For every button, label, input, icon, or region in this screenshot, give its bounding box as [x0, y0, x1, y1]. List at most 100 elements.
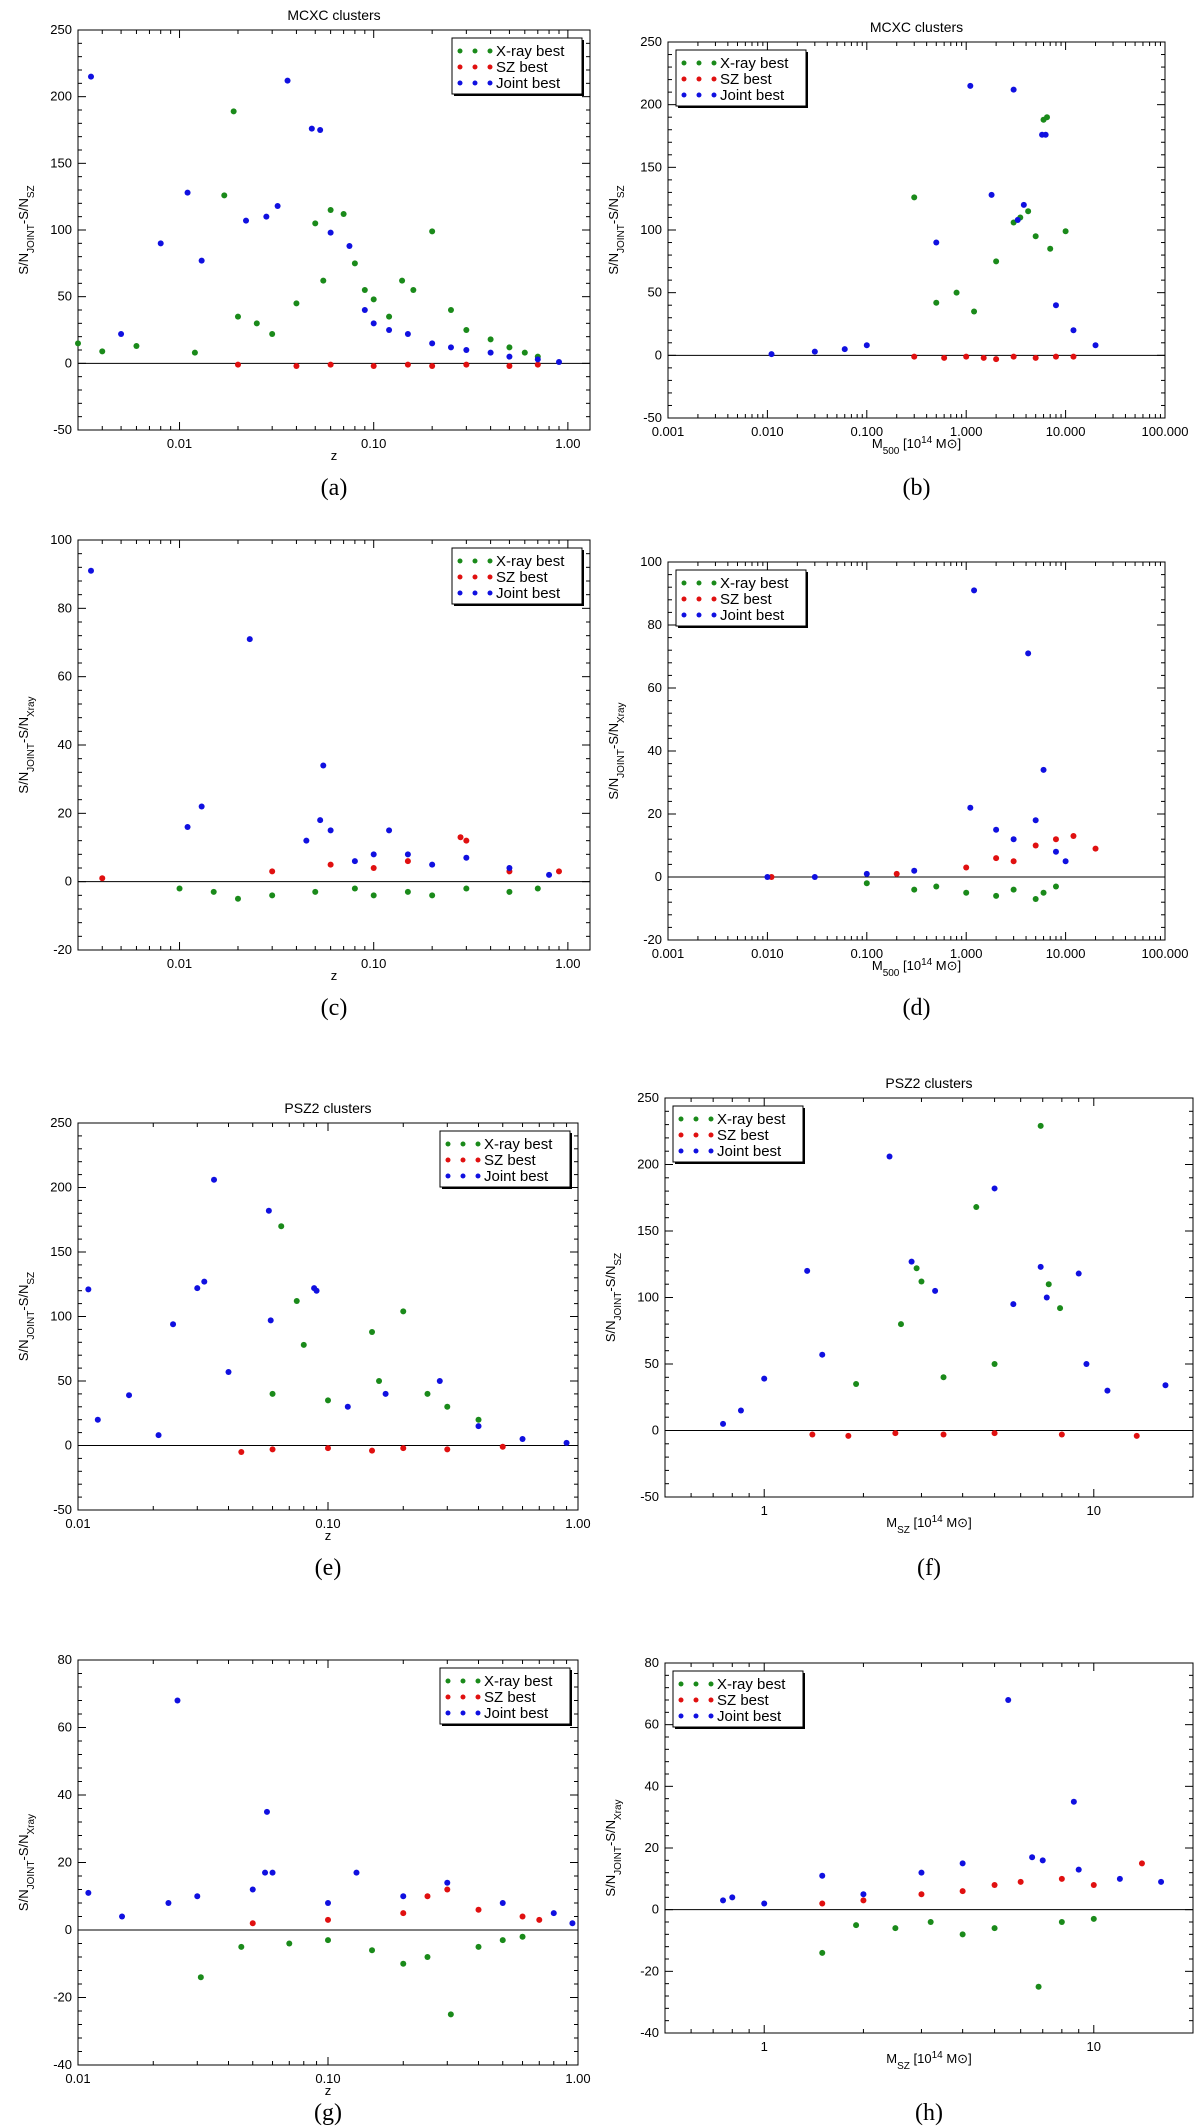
- data-point: [424, 1954, 431, 1960]
- data-point: [993, 826, 1000, 833]
- y-tick-label: 100: [50, 222, 72, 237]
- data-point: [325, 1937, 331, 1944]
- legend-label: SZ best: [484, 1152, 537, 1169]
- data-point: [361, 307, 368, 313]
- legend-marker: [708, 1148, 714, 1154]
- y-tick-label: 60: [645, 1717, 659, 1732]
- series-sz-best: [768, 833, 1099, 880]
- data-point: [1043, 1294, 1050, 1301]
- y-tick-label: 100: [50, 1309, 72, 1324]
- data-point: [184, 824, 191, 830]
- data-point: [267, 1317, 274, 1324]
- data-point: [1025, 650, 1032, 657]
- data-point: [911, 867, 918, 874]
- data-point: [429, 340, 436, 347]
- legend-marker: [472, 574, 478, 580]
- data-point: [980, 354, 987, 361]
- data-point: [165, 1900, 172, 1906]
- legend-marker: [693, 1681, 699, 1687]
- y-tick-label: 100: [640, 554, 662, 569]
- data-point: [386, 827, 393, 834]
- legend-marker: [460, 1710, 466, 1716]
- legend-marker: [445, 1157, 451, 1163]
- data-point: [506, 865, 513, 871]
- data-point: [963, 889, 970, 896]
- data-point: [263, 1808, 270, 1815]
- data-point: [1035, 1983, 1042, 1990]
- data-point: [1032, 842, 1039, 849]
- data-point: [234, 361, 241, 368]
- legend-label: SZ best: [717, 1127, 770, 1144]
- legend-marker: [460, 1173, 466, 1179]
- data-point: [269, 892, 276, 899]
- data-point: [274, 203, 281, 209]
- legend-label: SZ best: [717, 1692, 770, 1709]
- y-tick-label: 250: [640, 34, 662, 49]
- y-tick-label: 150: [637, 1223, 659, 1238]
- data-point: [993, 258, 1000, 265]
- data-point: [87, 567, 94, 574]
- data-point: [436, 1378, 443, 1384]
- data-point: [487, 349, 494, 356]
- legend-label: X-ray best: [496, 43, 565, 60]
- y-tick-label: 250: [637, 1090, 659, 1105]
- data-point: [768, 351, 775, 358]
- legend-marker: [696, 92, 702, 98]
- legend-marker: [696, 76, 702, 82]
- legend-marker: [693, 1132, 699, 1138]
- data-point: [312, 888, 319, 895]
- legend-marker: [475, 1678, 481, 1684]
- data-point: [201, 1278, 208, 1285]
- data-point: [863, 870, 870, 877]
- legend-marker: [681, 596, 687, 602]
- x-tick-label: 1.00: [555, 956, 580, 971]
- y-tick-label: 0: [652, 1902, 659, 1917]
- x-tick-label: 1.00: [565, 2071, 590, 2086]
- series-joint-best: [87, 73, 562, 365]
- legend-marker: [472, 590, 478, 596]
- data-point: [197, 1974, 204, 1981]
- series-sz-best: [819, 1860, 1145, 1907]
- data-point: [463, 361, 470, 368]
- x-axis-label: M500 [1014 M⊙]: [872, 435, 961, 457]
- panel-b: -50 0 50 100 150 200 250 0.001 0.010 0.100 1.000 10…: [606, 19, 1189, 501]
- data-point: [300, 1341, 307, 1348]
- data-point: [293, 363, 300, 369]
- data-point: [269, 1869, 276, 1876]
- data-point: [238, 1448, 245, 1455]
- data-point: [174, 1697, 181, 1704]
- y-tick-label: 200: [50, 1180, 72, 1195]
- y-axis-label: S/NJOINT-S/NXray: [16, 1814, 37, 1911]
- data-point: [1040, 766, 1047, 773]
- data-point: [269, 1446, 276, 1453]
- data-point: [499, 1900, 506, 1906]
- x-tick-label: 0.10: [361, 436, 386, 451]
- data-point: [1032, 233, 1039, 240]
- x-tick-label: 0.010: [751, 946, 784, 961]
- data-point: [170, 1321, 177, 1328]
- data-point: [344, 1403, 351, 1410]
- data-point: [361, 287, 368, 293]
- data-point: [176, 885, 183, 892]
- data-point: [993, 892, 1000, 899]
- legend-marker: [457, 590, 463, 596]
- legend-label: X-ray best: [720, 575, 789, 592]
- data-point: [953, 289, 960, 296]
- chart-title: PSZ2 clusters: [885, 1075, 972, 1091]
- y-axis-label: S/NJOINT-S/NSZ: [16, 1272, 37, 1361]
- x-tick-label: 0.001: [652, 946, 685, 961]
- y-axis-label: S/NJOINT-S/NXray: [603, 1799, 624, 1896]
- data-point: [1010, 86, 1017, 93]
- data-point: [893, 870, 900, 877]
- legend-marker: [472, 48, 478, 54]
- data-point: [370, 865, 377, 871]
- y-tick-label: 0: [655, 347, 662, 362]
- data-point: [369, 1447, 376, 1454]
- data-point: [1090, 1915, 1097, 1922]
- legend-marker: [678, 1132, 684, 1138]
- data-point: [370, 320, 377, 327]
- panel-caption: (g): [314, 2100, 342, 2126]
- y-tick-label: 0: [652, 1423, 659, 1438]
